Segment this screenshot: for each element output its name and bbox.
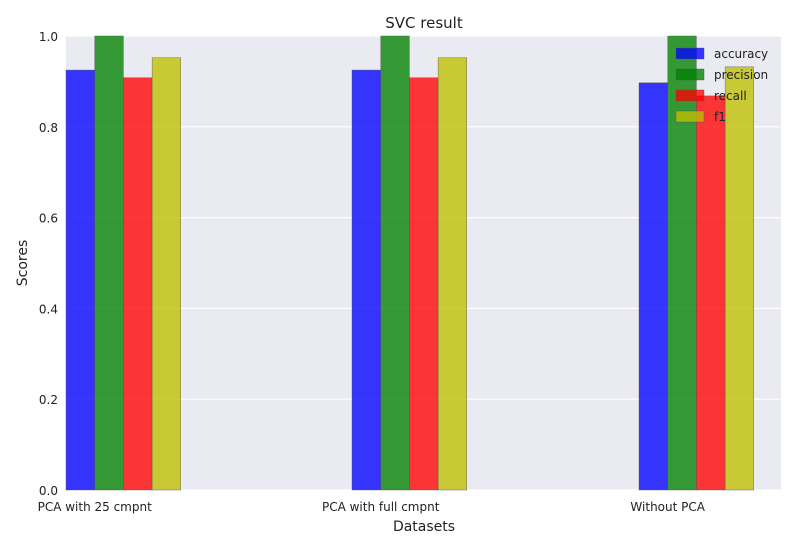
- legend-label-accuracy: accuracy: [714, 47, 768, 61]
- bar-recall: [696, 95, 726, 491]
- x-tick-label: PCA with full cmpnt: [322, 500, 440, 514]
- y-tick-label: 1.0: [39, 30, 58, 44]
- bar-recall: [409, 77, 439, 491]
- y-tick-label: 0.0: [39, 484, 58, 498]
- bar-accuracy: [638, 82, 668, 491]
- legend-swatch-precision: [675, 68, 705, 81]
- legend: accuracy precision recall f1: [675, 47, 768, 124]
- y-tick-label: 0.6: [39, 212, 58, 226]
- bar-recall: [123, 77, 153, 491]
- legend-label-precision: precision: [714, 68, 768, 82]
- bar-precision: [667, 35, 697, 491]
- x-tick-label: PCA with 25 cmpnt: [38, 500, 153, 514]
- bar-precision: [380, 35, 410, 491]
- bars: [65, 35, 754, 491]
- legend-swatch-f1: [675, 110, 705, 123]
- bar-f1: [724, 66, 754, 491]
- x-tick-labels: PCA with 25 cmpnt PCA with full cmpnt With…: [38, 500, 706, 514]
- y-tick-labels: 0.0 0.2 0.4 0.6 0.8 1.0: [39, 30, 58, 498]
- y-tick-label: 0.8: [39, 121, 58, 135]
- y-axis-label: Scores: [15, 240, 31, 287]
- legend-swatch-recall: [675, 89, 705, 102]
- legend-swatch-accuracy: [675, 47, 705, 60]
- y-tick-label: 0.4: [39, 302, 58, 316]
- bar-f1: [437, 57, 468, 491]
- x-axis-label: Datasets: [393, 519, 455, 535]
- bar-accuracy: [351, 69, 381, 491]
- bar-precision: [94, 35, 124, 491]
- legend-label-f1: f1: [714, 110, 726, 124]
- y-tick-label: 0.2: [39, 393, 58, 407]
- bar-accuracy: [65, 69, 95, 491]
- chart-title: SVC result: [385, 14, 463, 32]
- legend-label-recall: recall: [714, 89, 747, 103]
- x-tick-label: Without PCA: [630, 500, 705, 514]
- bar-f1: [151, 57, 182, 491]
